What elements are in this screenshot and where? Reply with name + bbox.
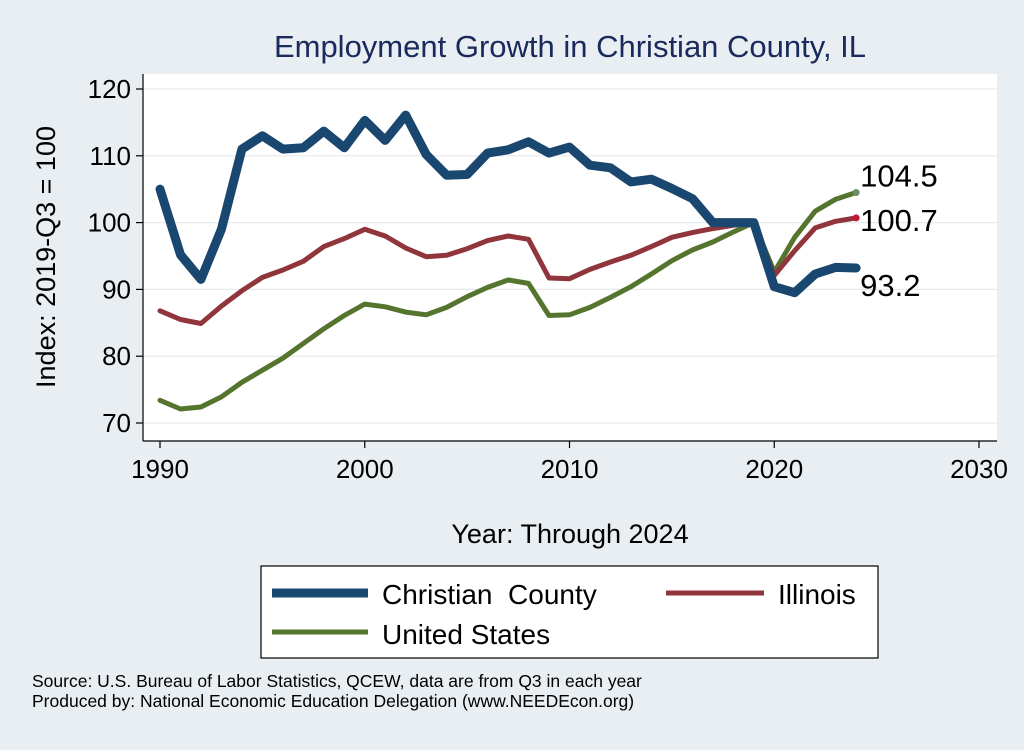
y-tick-label-70: 70 [102,408,131,438]
y-tick-label-120: 120 [88,74,131,104]
end-label-illinois: 100.7 [860,203,938,238]
chart-title: Employment Growth in Christian County, I… [274,29,866,64]
x-tick-label-2020: 2020 [745,454,803,484]
end-label-christian-county: 93.2 [860,268,920,303]
x-tick-label-2010: 2010 [541,454,599,484]
x-tick-label-2000: 2000 [336,454,394,484]
legend-label-united-states: United States [382,619,550,650]
y-tick-label-100: 100 [88,208,131,238]
plot-background [143,74,997,441]
y-axis-label: Index: 2019-Q3 = 100 [31,126,61,388]
axis-ticks: 70 80 90 100 110 120 1990 2000 2010 2020 2030 [88,74,1008,484]
end-labels: 93.2 100.7 104.5 [852,159,938,303]
legend-label-illinois: Illinois [778,579,856,610]
series-line-christian-county [155,110,861,298]
x-tick-label-1990: 1990 [131,454,189,484]
series-line-united-states [157,190,859,412]
source-line-1: Source: U.S. Bureau of Labor Statistics,… [32,671,642,691]
source-note: Source: U.S. Bureau of Labor Statistics,… [32,671,642,711]
legend: Christian County Illinois United States [260,565,879,659]
legend-box [260,565,879,659]
end-label-united-states: 104.5 [860,159,938,194]
series-lines [155,110,861,412]
x-tick-label-2030: 2030 [950,454,1008,484]
y-tick-label-110: 110 [90,141,131,171]
x-axis-label: Year: Through 2024 [451,519,688,549]
source-line-2: Produced by: National Economic Education… [32,691,635,711]
y-tick-label-90: 90 [102,274,131,304]
legend-label-christian-county: Christian County [382,579,597,610]
y-tick-label-80: 80 [102,341,131,371]
end-marker-united-states [852,189,860,197]
end-marker-illinois [852,214,860,222]
